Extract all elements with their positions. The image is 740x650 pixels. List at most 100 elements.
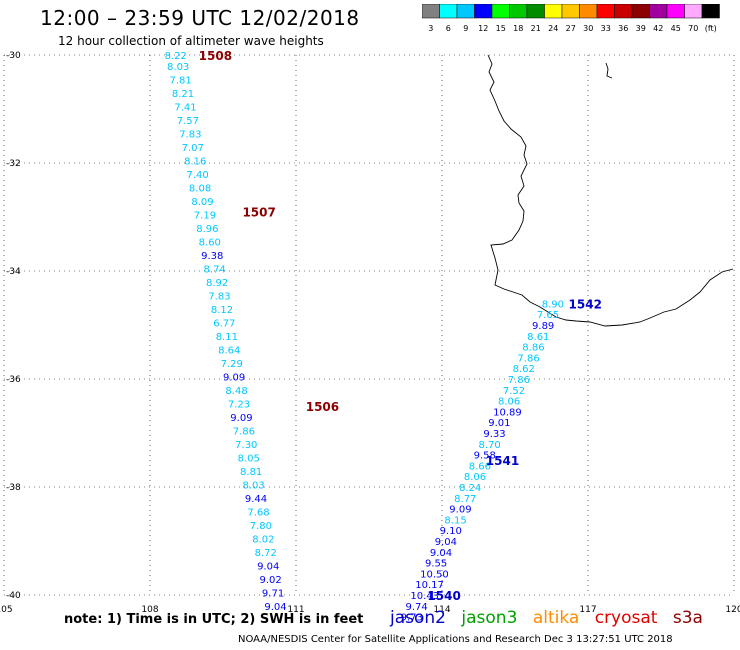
pass-labels: 1508 1507 1506 1542 1541 1540 <box>199 49 602 603</box>
swh-value: 7.80 <box>250 521 272 532</box>
swh-value: 9.74 <box>406 602 428 613</box>
swh-value: 6.77 <box>213 318 235 329</box>
swh-value: 9.04 <box>435 537 457 548</box>
swh-value: 8.92 <box>206 278 228 289</box>
lon-tick-label: 120 <box>725 605 740 615</box>
satellite-legend: jason2 jason3 altika cryosat s3a <box>390 608 713 628</box>
legend-label: 42 <box>653 24 663 33</box>
map-subtitle: 12 hour collection of altimeter wave hei… <box>58 34 324 48</box>
swh-value: 8.08 <box>189 183 211 194</box>
swh-value: 8.48 <box>225 386 247 397</box>
lon-tick-label: 105 <box>0 605 13 615</box>
lon-tick-label: 114 <box>433 605 450 615</box>
coastline <box>487 54 734 327</box>
swh-value: 7.52 <box>503 386 525 397</box>
legend-label: 27 <box>566 24 576 33</box>
legend-label: 12 <box>478 24 488 33</box>
units-note: note: 1) Time is in UTC; 2) SWH is in fe… <box>64 612 364 627</box>
swh-value: 8.74 <box>204 264 226 275</box>
swh-value: 9.71 <box>262 588 284 599</box>
swh-value: 7.83 <box>208 291 230 302</box>
legend-label: 36 <box>618 24 628 33</box>
swh-value: 8.12 <box>211 305 233 316</box>
legend-label: 24 <box>548 24 558 33</box>
swh-value: 8.09 <box>191 197 213 208</box>
legend-label: 9 <box>463 24 468 33</box>
swh-value: 9.02 <box>260 575 282 586</box>
lat-tick-label: -40 <box>6 591 21 601</box>
swh-value: 7.07 <box>182 143 204 154</box>
lon-tick-label: 108 <box>141 605 158 615</box>
swh-value: 7.29 <box>221 359 243 370</box>
swh-value: 7.30 <box>235 440 257 451</box>
legend-label: 18 <box>513 24 523 33</box>
swh-value: 7.41 <box>174 102 196 113</box>
swh-value: 8.77 <box>454 494 476 505</box>
pass-number-label: 1508 <box>199 49 232 63</box>
swh-value: 8.03 <box>167 62 189 73</box>
swh-value: 9.01 <box>488 418 510 429</box>
swh-value: 8.06 <box>498 397 520 408</box>
swh-value: 8.05 <box>238 453 260 464</box>
legend-label: 15 <box>496 24 506 33</box>
swh-value: 7.40 <box>187 170 209 181</box>
swh-value: 7.68 <box>247 507 269 518</box>
pass-number-label: 1507 <box>242 206 275 220</box>
satellite-jason3: jason3 <box>461 608 518 628</box>
swh-value: 10.43 <box>410 591 439 602</box>
swh-value: 9.38 <box>201 251 223 262</box>
lon-tick-label: 117 <box>579 605 596 615</box>
swh-value: 7.83 <box>179 129 201 140</box>
swh-value: 9.09 <box>230 413 252 424</box>
swh-value: 10.50 <box>420 569 449 580</box>
color-legend: 3 6 9 12 15 18 21 24 27 30 33 36 39 42 45 70 (ft) <box>422 4 720 33</box>
swh-value: 8.86 <box>522 343 544 354</box>
swh-value: 7.86 <box>233 426 255 437</box>
pass-number-label: 1506 <box>306 400 339 414</box>
swh-value: 8.62 <box>513 364 535 375</box>
swh-value: 9.73 <box>401 613 423 624</box>
pass-number-label: 1540 <box>427 589 460 603</box>
swh-value: 7.19 <box>194 210 216 221</box>
swh-value: 8.03 <box>242 480 264 491</box>
swh-value: 8.60 <box>199 237 221 248</box>
legend-label: 39 <box>636 24 646 33</box>
lat-tick-label: -30 <box>6 51 21 61</box>
swh-value: 8.96 <box>196 224 218 235</box>
swh-value: 9.09 <box>449 505 471 516</box>
swh-value: 7.65 <box>537 310 559 321</box>
map-grid <box>3 54 735 596</box>
legend-label: (ft) <box>705 24 717 33</box>
coastline-nw-fragment <box>605 62 613 79</box>
swh-value: 8.02 <box>252 534 274 545</box>
lon-tick-label: 111 <box>287 605 304 615</box>
swh-value: 10.17 <box>415 580 444 591</box>
swh-value: 7.86 <box>517 353 539 364</box>
swh-value: 8.11 <box>216 332 238 343</box>
swh-value: 8.64 <box>218 345 240 356</box>
swh-value: 8.15 <box>444 515 466 526</box>
legend-label: 45 <box>671 24 681 33</box>
lat-tick-label: -38 <box>6 483 21 493</box>
lat-tick-label: -36 <box>6 375 21 385</box>
swh-value: 8.66 <box>469 461 491 472</box>
swh-value: 8.72 <box>255 548 277 559</box>
legend-label: 30 <box>583 24 593 33</box>
swh-value: 9.44 <box>245 494 267 505</box>
satellite-cryosat: cryosat <box>594 608 658 628</box>
swh-value: 7.23 <box>228 399 250 410</box>
legend-label: 21 <box>531 24 541 33</box>
swh-value: 9.10 <box>440 526 462 537</box>
pass-number-label: 1542 <box>569 297 602 311</box>
swh-value: 9.58 <box>474 451 496 462</box>
legend-swatch <box>701 4 720 19</box>
swh-value: 8.21 <box>172 89 194 100</box>
swh-value: 8.90 <box>542 299 564 310</box>
swh-value: 9.33 <box>483 429 505 440</box>
coastline-australia <box>487 54 734 327</box>
swh-value: 8.06 <box>464 472 486 483</box>
swh-value: 7.81 <box>169 75 191 86</box>
legend-label: 70 <box>688 24 698 33</box>
swh-value: 9.04 <box>257 561 279 572</box>
altimeter-tracks: 8.228.037.818.217.417.577.837.078.167.40… <box>165 51 564 624</box>
